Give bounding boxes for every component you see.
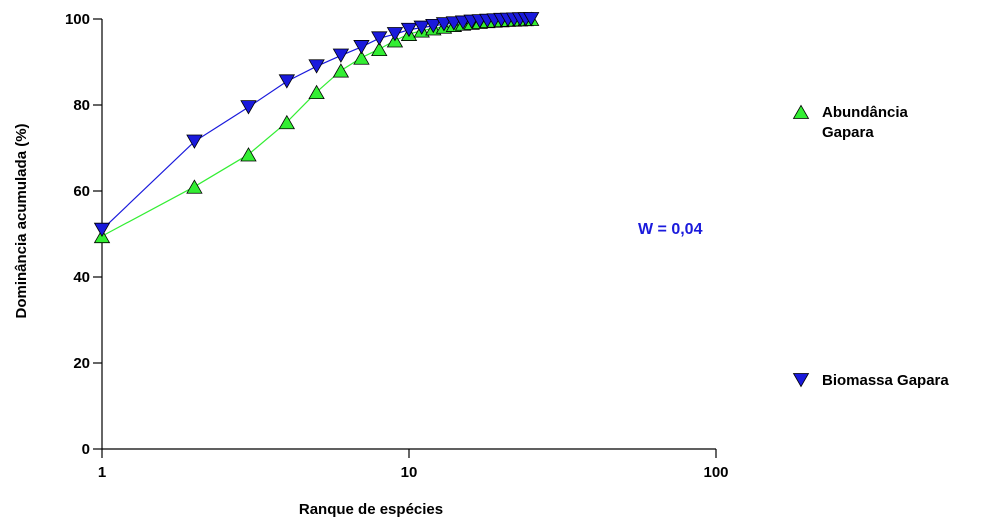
series-layer: [93, 11, 540, 244]
data-point: [186, 134, 203, 149]
x-tick-label: 100: [703, 464, 728, 481]
legend-label: Gapara: [822, 124, 874, 141]
y-tick-label: 60: [73, 183, 90, 200]
data-point: [240, 147, 257, 162]
data-point: [308, 59, 325, 74]
legend-label: Biomassa Gapara: [822, 372, 949, 389]
axes: 0 20 40 60 80 100 1 10 100: [65, 11, 729, 481]
legend-marker: [792, 104, 810, 119]
series-line: [101, 18, 532, 237]
y-tick-label: 40: [73, 269, 90, 286]
data-point: [435, 17, 453, 32]
y-tick-label: 100: [65, 11, 90, 28]
series-0: [93, 11, 540, 244]
y-tick-label: 80: [73, 97, 90, 114]
data-point: [278, 114, 296, 130]
y-tick-label: 0: [82, 441, 90, 458]
data-point: [93, 222, 111, 238]
data-point: [308, 84, 325, 100]
series-line: [101, 18, 532, 231]
x-tick-label: 10: [401, 464, 418, 481]
data-point: [400, 22, 418, 38]
data-point: [332, 48, 350, 63]
data-point: [386, 27, 404, 42]
series-1: [93, 12, 540, 238]
data-point: [522, 12, 540, 27]
data-point: [413, 20, 430, 35]
data-point: [186, 179, 203, 194]
data-point: [240, 100, 257, 115]
y-tick-label: 20: [73, 355, 90, 372]
legend-marker: [792, 373, 810, 388]
data-point: [371, 41, 388, 57]
legend-label: Abundância: [822, 104, 908, 121]
x-axis-title: Ranque de espécies: [299, 501, 443, 518]
y-axis-title: Dominância acumulada (%): [13, 123, 30, 318]
data-point: [332, 63, 350, 78]
data-point: [371, 31, 388, 46]
w-statistic-annotation: W = 0,04: [638, 221, 703, 238]
data-point: [353, 40, 370, 55]
x-tick-label: 1: [98, 464, 106, 481]
data-point: [278, 74, 296, 89]
legend: Abundância Gapara Biomassa Gapara: [792, 104, 949, 389]
data-point: [353, 50, 370, 65]
data-point: [425, 18, 442, 34]
